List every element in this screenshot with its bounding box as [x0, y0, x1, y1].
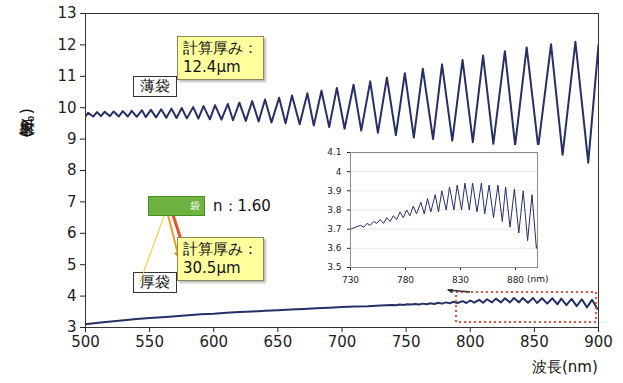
svg-text:780: 780	[397, 275, 414, 285]
svg-text:9: 9	[67, 130, 77, 148]
svg-text:4: 4	[336, 167, 342, 177]
svg-text:10: 10	[57, 99, 76, 117]
svg-text:3.5: 3.5	[327, 262, 341, 272]
svg-text:3.7: 3.7	[327, 224, 341, 234]
svg-text:4: 4	[67, 287, 77, 305]
svg-text:5: 5	[67, 256, 77, 274]
html-text:(nm): (nm)	[527, 274, 549, 284]
svg-text:7: 7	[67, 193, 77, 211]
svg-text:600: 600	[199, 333, 228, 351]
html-text:袋: 袋	[190, 200, 200, 211]
svg-text:3.8: 3.8	[327, 205, 342, 215]
svg-text:3: 3	[67, 318, 77, 337]
svg-text:550: 550	[135, 333, 164, 351]
svg-text:500: 500	[71, 333, 100, 351]
svg-text:3.9: 3.9	[327, 186, 342, 196]
html-text:計算厚み：: 計算厚み：	[183, 39, 258, 57]
svg-text:650: 650	[264, 333, 293, 351]
html-text:薄袋: 薄袋	[140, 77, 170, 95]
svg-text:4.1: 4.1	[327, 147, 341, 157]
svg-text:800: 800	[456, 333, 485, 351]
svg-text:900: 900	[584, 333, 613, 351]
svg-text:880: 880	[507, 275, 524, 285]
svg-text:850: 850	[520, 333, 549, 351]
svg-text:3.6: 3.6	[327, 243, 342, 253]
svg-text:6: 6	[67, 224, 77, 242]
html-text:計算厚み：: 計算厚み：	[183, 240, 258, 258]
html-text:12.4μm: 12.4μm	[183, 58, 241, 76]
svg-text:750: 750	[392, 333, 421, 351]
svg-text:730: 730	[342, 275, 359, 285]
svg-text:11: 11	[57, 67, 76, 85]
html-text:波長(nm): 波長(nm)	[532, 358, 598, 376]
svg-text:700: 700	[328, 333, 357, 351]
html-text:厚袋: 厚袋	[140, 273, 170, 291]
svg-text:12: 12	[57, 36, 76, 54]
html-text:反射率(%): 反射率(%)	[18, 105, 37, 139]
html-text:n：1.60: n：1.60	[213, 197, 271, 215]
svg-text:8: 8	[67, 161, 77, 179]
html-text:30.5μm: 30.5μm	[183, 259, 241, 277]
svg-text:830: 830	[452, 275, 469, 285]
svg-text:13: 13	[57, 4, 76, 22]
